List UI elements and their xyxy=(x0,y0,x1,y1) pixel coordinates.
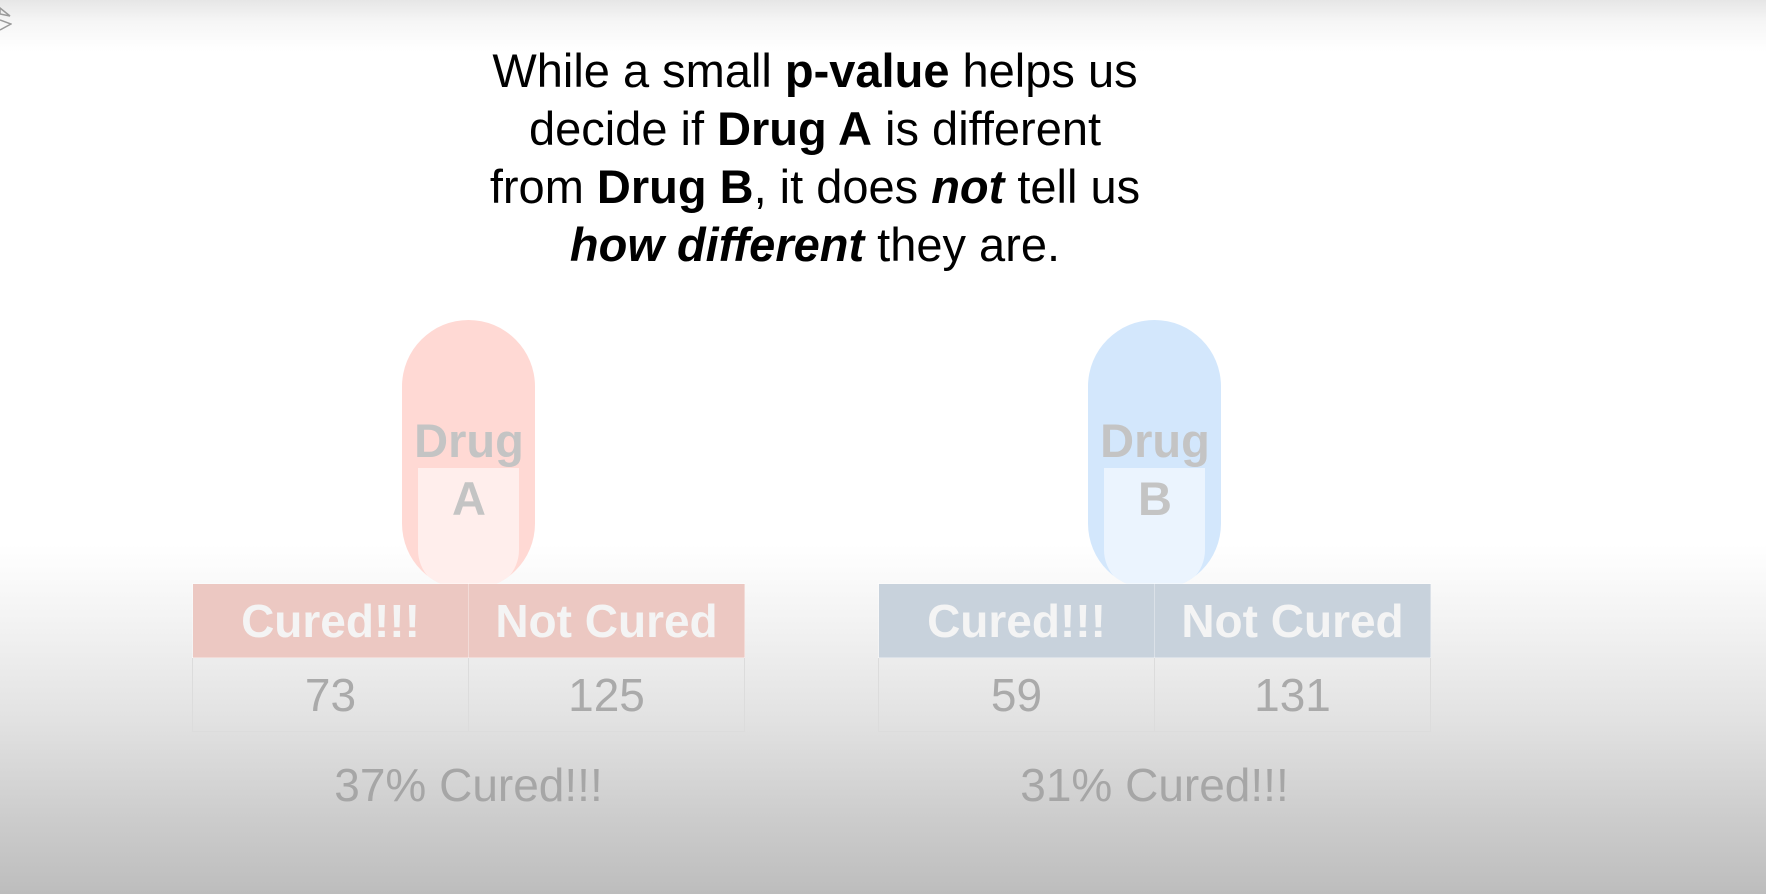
drug-a-not-cured-count: 125 xyxy=(468,657,745,732)
p-value-emphasis: p-value xyxy=(784,44,950,97)
drug-b-not-cured-count: 131 xyxy=(1154,657,1431,732)
drug-b-header-row: Cured!!! Not Cured xyxy=(878,583,1431,658)
headline-line-1: While a small p-value helps us xyxy=(492,44,1138,97)
drug-b-value-row: 59 131 xyxy=(878,657,1431,732)
not-emphasis: not xyxy=(931,160,1005,213)
drug-a-value-row: 73 125 xyxy=(192,657,745,732)
drug-a-pill-icon xyxy=(402,320,535,590)
drug-b-pill-lower-half xyxy=(1104,468,1205,590)
drug-b-pill-icon xyxy=(1088,320,1221,590)
drug-b-results-table: Cured!!! Not Cured 59 131 xyxy=(878,583,1431,732)
drug-a-pill-lower-half xyxy=(418,468,519,590)
headline-line-4: how different they are. xyxy=(569,218,1061,271)
drug-a-emphasis: Drug A xyxy=(717,102,872,155)
drug-b-cured-count: 59 xyxy=(878,657,1155,732)
drug-a-cured-count: 73 xyxy=(192,657,469,732)
drug-b-pill-label: Drug B xyxy=(1100,414,1210,525)
how-different-emphasis: how different xyxy=(569,218,865,271)
drug-a-header-row: Cured!!! Not Cured xyxy=(192,583,745,658)
headline-line-3: from Drug B, it does not tell us xyxy=(489,160,1141,213)
drug-b-emphasis: Drug B xyxy=(596,160,754,213)
drug-a-results-table: Cured!!! Not Cured 73 125 xyxy=(192,583,745,732)
cursor-fragment-icon xyxy=(0,7,12,31)
drug-b-cured-header: Cured!!! xyxy=(878,583,1155,658)
slide-headline: While a small p-value helps us decide if… xyxy=(0,42,1630,274)
drug-a-not-cured-header: Not Cured xyxy=(468,583,745,658)
drug-b-cure-rate: 31% Cured!!! xyxy=(1020,759,1289,811)
drug-a-cured-header: Cured!!! xyxy=(192,583,469,658)
drug-b-not-cured-header: Not Cured xyxy=(1154,583,1431,658)
drug-a-cure-rate: 37% Cured!!! xyxy=(334,759,603,811)
headline-line-2: decide if Drug A is different xyxy=(528,102,1102,155)
drug-a-pill-label: Drug A xyxy=(414,414,524,525)
